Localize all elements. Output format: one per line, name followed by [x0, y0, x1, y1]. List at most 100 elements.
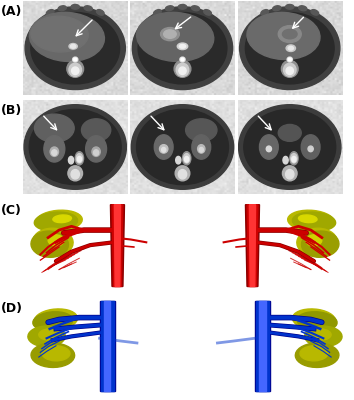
Polygon shape: [245, 205, 259, 286]
Ellipse shape: [52, 150, 57, 156]
Ellipse shape: [306, 235, 322, 246]
Ellipse shape: [244, 109, 336, 185]
Ellipse shape: [297, 312, 337, 331]
Text: (C): (C): [1, 204, 22, 217]
Polygon shape: [99, 301, 115, 391]
Ellipse shape: [178, 4, 187, 9]
Ellipse shape: [288, 210, 334, 231]
Ellipse shape: [34, 114, 74, 142]
Ellipse shape: [287, 57, 292, 62]
Ellipse shape: [192, 6, 200, 11]
Ellipse shape: [291, 154, 297, 163]
Ellipse shape: [161, 28, 179, 41]
Ellipse shape: [308, 146, 313, 152]
Ellipse shape: [137, 109, 228, 185]
Ellipse shape: [68, 166, 82, 181]
Ellipse shape: [93, 150, 99, 156]
Ellipse shape: [199, 148, 203, 152]
Ellipse shape: [75, 152, 84, 165]
Ellipse shape: [299, 6, 307, 11]
Ellipse shape: [278, 124, 301, 141]
Ellipse shape: [92, 147, 100, 156]
Ellipse shape: [174, 60, 191, 77]
Text: (B): (B): [1, 104, 22, 117]
Ellipse shape: [96, 10, 104, 15]
Ellipse shape: [176, 156, 181, 164]
Polygon shape: [256, 301, 269, 391]
Ellipse shape: [301, 135, 320, 159]
Ellipse shape: [70, 44, 76, 48]
Ellipse shape: [247, 12, 320, 60]
Ellipse shape: [286, 170, 294, 179]
Ellipse shape: [74, 58, 77, 61]
Ellipse shape: [298, 215, 317, 223]
Polygon shape: [101, 301, 114, 391]
Polygon shape: [110, 205, 125, 286]
Ellipse shape: [31, 12, 120, 84]
Ellipse shape: [69, 63, 81, 76]
Ellipse shape: [67, 60, 84, 77]
Ellipse shape: [259, 135, 278, 159]
Ellipse shape: [164, 30, 176, 38]
Ellipse shape: [137, 12, 214, 62]
Ellipse shape: [86, 136, 107, 162]
Text: (D): (D): [1, 302, 23, 315]
Polygon shape: [114, 205, 121, 286]
Ellipse shape: [34, 212, 78, 231]
Ellipse shape: [76, 154, 82, 163]
Ellipse shape: [58, 6, 66, 11]
Ellipse shape: [305, 326, 342, 347]
Ellipse shape: [46, 10, 54, 15]
Ellipse shape: [179, 67, 186, 74]
Ellipse shape: [42, 346, 70, 361]
Ellipse shape: [281, 60, 298, 77]
Polygon shape: [255, 301, 270, 391]
Ellipse shape: [68, 156, 74, 164]
Ellipse shape: [283, 156, 288, 164]
Ellipse shape: [183, 152, 191, 165]
Ellipse shape: [282, 166, 297, 181]
Ellipse shape: [84, 6, 92, 11]
Text: (A): (A): [1, 5, 22, 18]
Ellipse shape: [311, 10, 319, 15]
Ellipse shape: [180, 57, 185, 62]
Ellipse shape: [178, 170, 187, 179]
Ellipse shape: [161, 148, 166, 152]
Ellipse shape: [261, 10, 269, 15]
Ellipse shape: [184, 156, 189, 162]
Polygon shape: [247, 205, 258, 286]
Ellipse shape: [154, 10, 161, 15]
Polygon shape: [104, 301, 110, 391]
Ellipse shape: [297, 228, 337, 256]
Ellipse shape: [183, 154, 190, 163]
Ellipse shape: [292, 309, 336, 330]
Polygon shape: [112, 205, 123, 286]
Ellipse shape: [198, 145, 205, 153]
Ellipse shape: [39, 329, 61, 340]
Ellipse shape: [295, 343, 339, 368]
Ellipse shape: [138, 12, 227, 84]
Ellipse shape: [71, 4, 79, 9]
Ellipse shape: [179, 44, 185, 48]
Ellipse shape: [31, 231, 68, 257]
Ellipse shape: [69, 44, 77, 49]
Ellipse shape: [25, 7, 125, 90]
Ellipse shape: [292, 212, 336, 231]
Ellipse shape: [185, 119, 217, 141]
Ellipse shape: [266, 146, 272, 152]
Ellipse shape: [240, 7, 340, 90]
Ellipse shape: [28, 326, 65, 347]
Ellipse shape: [24, 105, 126, 189]
Ellipse shape: [33, 228, 73, 256]
Polygon shape: [259, 301, 266, 391]
Ellipse shape: [50, 147, 58, 156]
Ellipse shape: [282, 29, 297, 39]
Ellipse shape: [192, 135, 211, 159]
Ellipse shape: [81, 119, 111, 141]
Ellipse shape: [288, 46, 293, 50]
Ellipse shape: [302, 231, 339, 257]
Ellipse shape: [288, 58, 291, 61]
Ellipse shape: [131, 105, 234, 189]
Ellipse shape: [160, 145, 168, 153]
Ellipse shape: [309, 329, 331, 340]
